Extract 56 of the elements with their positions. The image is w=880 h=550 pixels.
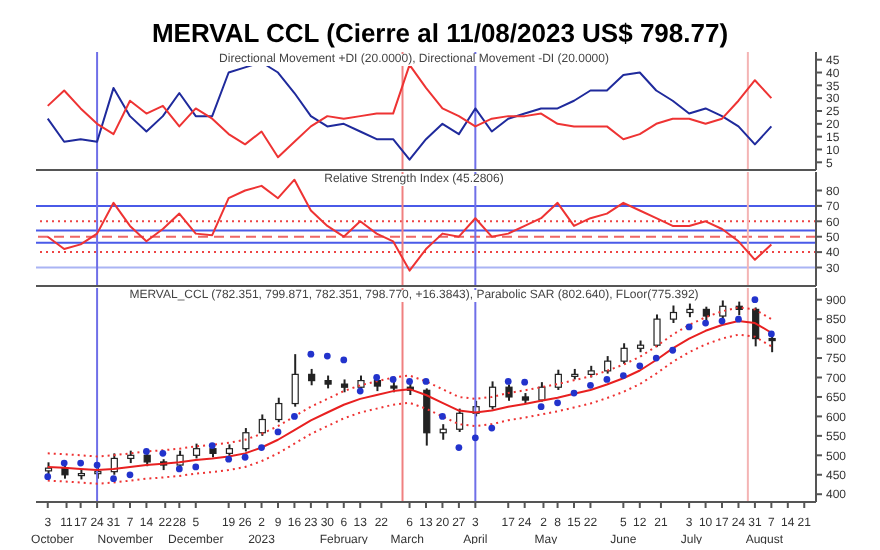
point	[570, 389, 578, 397]
point	[554, 399, 561, 407]
point	[225, 455, 233, 463]
point	[504, 378, 512, 385]
point	[455, 444, 463, 451]
point	[669, 346, 677, 354]
point	[471, 434, 479, 442]
point	[159, 449, 167, 457]
point	[77, 459, 85, 467]
point	[274, 428, 282, 436]
candlestick	[291, 353, 299, 408]
candlestick	[258, 413, 266, 437]
point	[652, 354, 660, 362]
candlestick	[275, 396, 283, 424]
point	[258, 444, 265, 451]
candlestick	[554, 368, 562, 391]
point	[192, 463, 200, 471]
point	[422, 378, 430, 385]
point	[537, 403, 545, 411]
point	[241, 453, 249, 461]
candlestick	[456, 407, 464, 433]
point	[126, 471, 134, 479]
point	[356, 387, 364, 395]
candlestick	[620, 342, 628, 365]
point	[521, 378, 529, 386]
point	[702, 319, 709, 327]
point	[93, 461, 101, 469]
point	[110, 475, 117, 483]
point	[175, 465, 183, 473]
point	[406, 378, 413, 385]
candlestick	[653, 313, 661, 349]
point	[291, 413, 298, 420]
point	[718, 317, 726, 325]
point	[340, 356, 348, 364]
point	[751, 296, 759, 304]
candlestick	[488, 380, 497, 411]
point	[603, 376, 611, 383]
point	[636, 362, 644, 370]
point	[767, 330, 775, 338]
point	[44, 473, 52, 481]
point	[735, 315, 742, 323]
point	[619, 372, 627, 379]
point	[685, 323, 693, 331]
point	[307, 350, 315, 358]
candlestick	[719, 299, 727, 321]
point	[60, 459, 68, 467]
chart-title: MERVAL CCL (Cierre al 11/08/2023 US$ 798.77)	[149, 16, 731, 52]
point	[323, 352, 331, 360]
point	[373, 374, 381, 381]
point	[488, 424, 496, 432]
candlestick	[768, 332, 776, 354]
point	[587, 381, 594, 389]
point	[439, 413, 446, 420]
point	[143, 448, 150, 455]
point	[208, 442, 216, 449]
point	[389, 376, 397, 383]
